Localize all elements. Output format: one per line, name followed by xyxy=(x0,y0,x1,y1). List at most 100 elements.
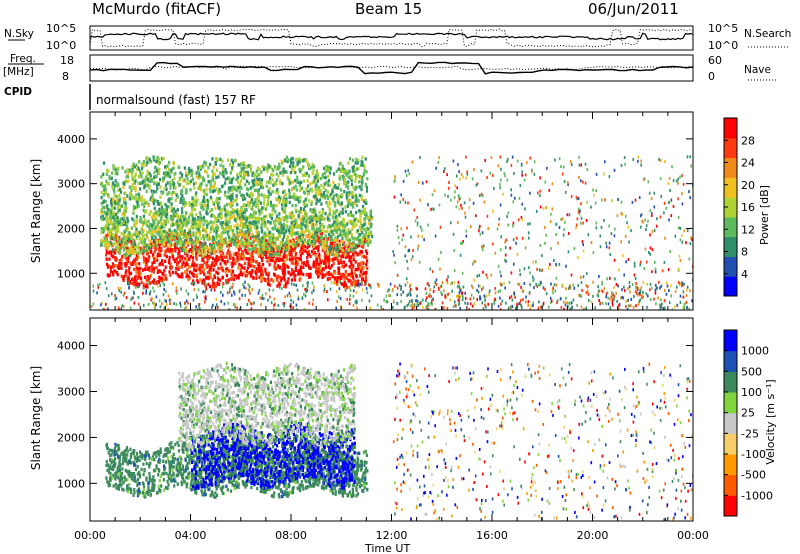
data-cell xyxy=(317,227,320,231)
data-cell xyxy=(200,252,203,256)
data-cell xyxy=(204,244,207,248)
data-cell xyxy=(349,256,352,260)
data-cell xyxy=(110,253,113,257)
data-cell xyxy=(344,231,347,235)
data-cell xyxy=(186,235,189,239)
data-cell xyxy=(178,235,181,239)
data-cell xyxy=(360,260,363,265)
data-cell xyxy=(160,222,163,226)
data-cell xyxy=(266,249,270,254)
data-cell xyxy=(677,215,680,219)
data-cell xyxy=(334,184,337,188)
data-cell xyxy=(347,193,350,197)
data-cell xyxy=(288,225,291,229)
data-cell xyxy=(265,195,268,199)
data-cell xyxy=(160,203,163,207)
data-cell xyxy=(151,243,154,247)
data-cell xyxy=(135,280,138,284)
data-cell xyxy=(239,228,242,232)
data-cell xyxy=(179,218,182,223)
data-cell xyxy=(111,262,115,266)
data-cell xyxy=(263,217,266,221)
data-cell xyxy=(324,256,327,261)
data-cell xyxy=(152,243,155,247)
data-cell xyxy=(358,241,361,245)
data-cell xyxy=(359,232,362,237)
data-cell xyxy=(321,235,324,240)
data-cell xyxy=(188,249,191,254)
data-cell xyxy=(126,246,129,250)
data-cell xyxy=(529,283,531,287)
data-cell xyxy=(463,201,466,205)
data-cell xyxy=(290,239,293,244)
data-cell xyxy=(192,182,195,186)
data-cell xyxy=(361,181,364,185)
data-cell xyxy=(294,265,298,270)
data-cell xyxy=(207,254,211,259)
data-cell xyxy=(216,282,220,286)
data-cell xyxy=(215,175,218,180)
data-cell xyxy=(563,228,565,231)
data-cell xyxy=(176,234,179,238)
data-cell xyxy=(188,265,191,269)
data-cell xyxy=(162,179,165,183)
data-cell xyxy=(368,218,371,222)
data-cell xyxy=(468,198,471,201)
data-cell xyxy=(352,205,355,209)
data-cell xyxy=(230,210,233,214)
data-cell xyxy=(228,253,231,258)
data-cell xyxy=(277,234,280,238)
data-cell xyxy=(322,267,325,272)
data-cell xyxy=(111,232,114,237)
data-cell xyxy=(109,208,112,212)
data-cell xyxy=(217,255,220,260)
data-cell xyxy=(179,171,182,175)
data-cell xyxy=(257,206,260,210)
data-cell xyxy=(178,265,181,270)
data-cell xyxy=(249,270,252,275)
data-cell xyxy=(241,235,244,239)
data-cell xyxy=(236,226,239,231)
data-cell xyxy=(291,210,294,215)
data-cell xyxy=(504,253,507,257)
data-cell xyxy=(198,230,202,234)
data-cell xyxy=(494,251,497,255)
data-cell xyxy=(232,257,235,262)
data-cell xyxy=(345,244,348,248)
data-cell xyxy=(334,236,337,240)
data-cell xyxy=(228,242,231,247)
data-cell xyxy=(131,195,134,199)
data-cell xyxy=(350,232,353,237)
data-cell xyxy=(185,189,188,193)
data-cell xyxy=(221,159,224,163)
data-cell xyxy=(222,241,225,245)
data-cell xyxy=(191,245,194,250)
data-cell xyxy=(644,247,647,251)
data-cell xyxy=(137,282,140,286)
data-cell xyxy=(237,266,240,270)
data-cell xyxy=(192,256,195,260)
data-cell xyxy=(660,195,663,198)
data-cell xyxy=(142,282,145,287)
data-cell xyxy=(211,227,214,231)
data-cell xyxy=(302,230,305,234)
data-cell xyxy=(577,210,580,214)
data-cell xyxy=(282,222,286,227)
data-cell xyxy=(148,171,151,176)
data-cell xyxy=(202,249,205,254)
data-cell xyxy=(148,239,151,243)
data-cell xyxy=(102,239,105,244)
data-cell xyxy=(690,164,692,168)
data-cell xyxy=(159,185,162,189)
data-cell xyxy=(125,175,128,179)
data-cell xyxy=(312,264,316,268)
data-cell xyxy=(294,273,297,278)
data-cell xyxy=(215,270,218,274)
data-cell xyxy=(290,221,293,225)
data-cell xyxy=(226,203,229,207)
data-cell xyxy=(271,252,274,257)
data-cell xyxy=(124,237,127,242)
data-cell xyxy=(175,243,178,248)
data-cell xyxy=(205,265,208,269)
data-cell xyxy=(255,276,258,280)
